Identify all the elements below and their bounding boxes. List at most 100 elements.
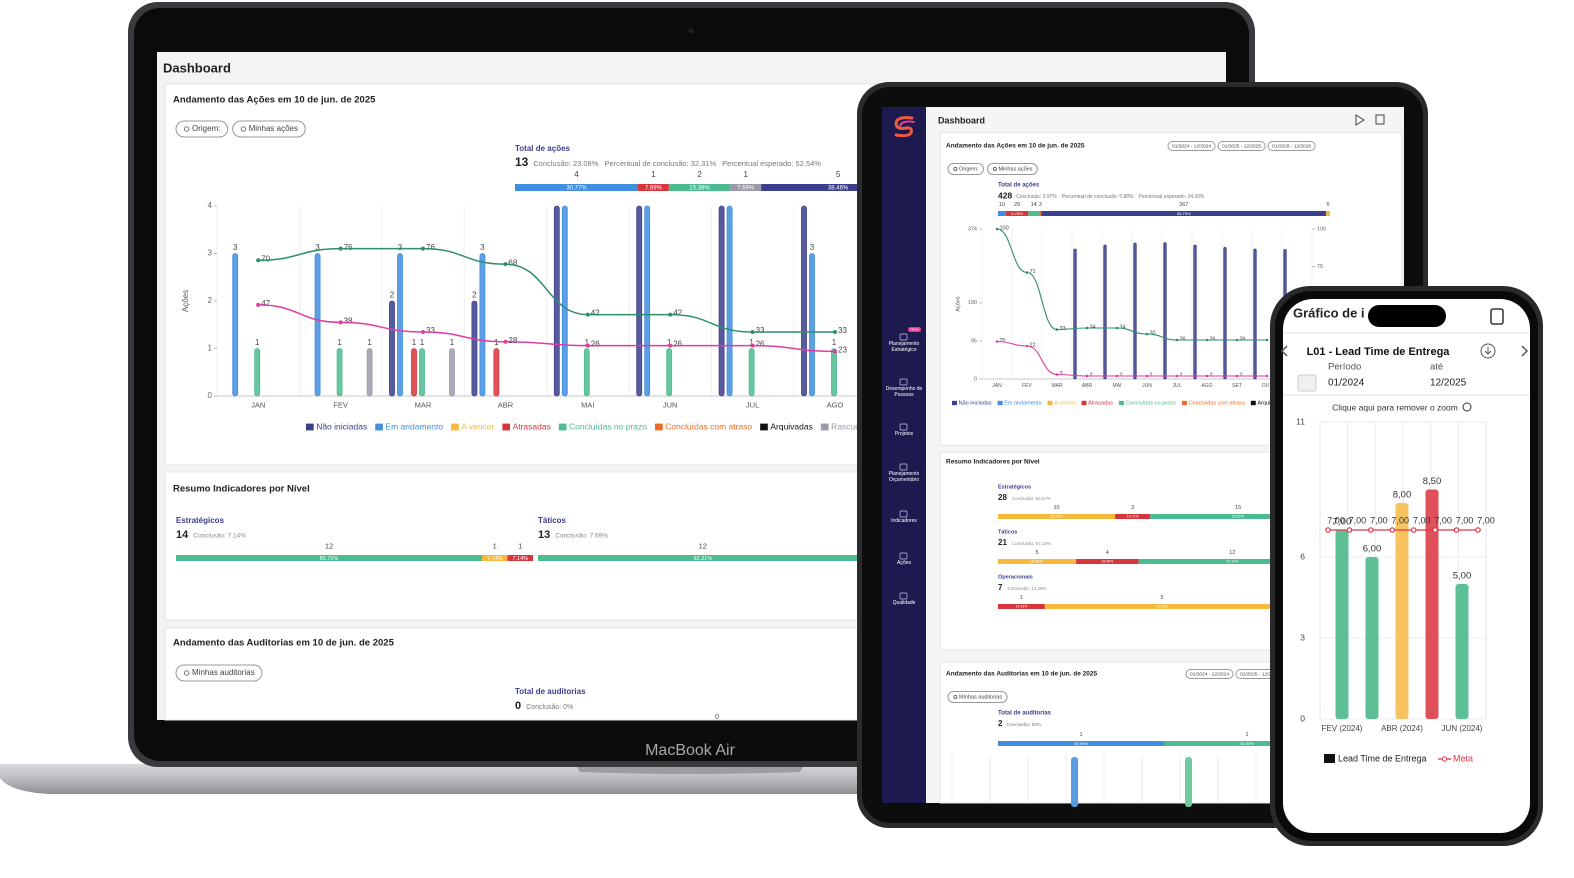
filter-chip[interactable] <box>987 163 1038 175</box>
bar <box>254 348 261 397</box>
trend-line <box>996 228 1267 341</box>
segment-label: 85.75% <box>1177 211 1191 216</box>
filter-chip[interactable] <box>232 120 306 138</box>
nav-item[interactable]: Ações <box>897 560 911 566</box>
x-tick-label: FEV <box>1022 383 1032 389</box>
nav-item[interactable]: Indicadores <box>891 518 917 524</box>
bar <box>1193 244 1197 380</box>
segment-count: 1 <box>1020 595 1023 601</box>
progress-segment <box>482 555 508 561</box>
point-label: 33 <box>426 326 435 335</box>
segment-count: 29 <box>1014 202 1020 208</box>
nav-item[interactable]: Qualidade <box>892 600 916 606</box>
segment-label: 7.14% <box>487 556 503 562</box>
bar <box>1395 503 1409 719</box>
field-value: 01/2024 <box>1328 378 1365 389</box>
segment-count: 5 <box>1160 595 1163 601</box>
nav-item-box: Projetos <box>894 431 914 437</box>
total-value: 13 <box>515 155 529 169</box>
save-icon[interactable] <box>1490 308 1504 325</box>
progress-segment <box>998 741 1164 746</box>
nav-item[interactable]: Planejamento Orçamentário <box>888 471 920 483</box>
total-label: Total de auditorias <box>515 687 586 696</box>
meta-point <box>1453 527 1460 533</box>
bar <box>636 205 643 397</box>
point-label: 42 <box>591 309 600 318</box>
zoom-icon[interactable] <box>1462 402 1472 412</box>
filter-chip[interactable] <box>175 664 263 682</box>
bar <box>419 348 425 397</box>
bar-label: 1 <box>420 338 425 347</box>
y-tick-label: 0 <box>208 391 213 400</box>
progress-segment <box>1326 211 1330 216</box>
nav-item[interactable]: Desempenho de Pessoas <box>885 386 923 398</box>
legend-label: Em andamento <box>1004 400 1041 406</box>
point-label: 76 <box>344 243 353 252</box>
meta-point <box>1389 527 1396 533</box>
next-arrow[interactable] <box>1521 345 1529 357</box>
completion: Conclusão: 50% <box>1006 722 1042 728</box>
prev-arrow[interactable] <box>1280 345 1288 357</box>
meta-point <box>1475 527 1481 533</box>
filter-chip[interactable] <box>1185 669 1234 679</box>
point-label: 34 <box>1120 324 1126 330</box>
legend-label: Concluídas com atraso <box>1189 400 1245 406</box>
filter-chip[interactable] <box>1217 141 1266 151</box>
legend-swatch <box>502 423 511 431</box>
play-icon[interactable] <box>1355 114 1365 126</box>
nav-item[interactable]: Planejamento Estratégico <box>888 341 920 353</box>
bar <box>314 253 321 397</box>
card-title: Resumo Indicadores por Nível <box>946 459 1040 466</box>
y-tick-label: 95 <box>971 338 977 344</box>
bar <box>449 348 455 397</box>
meta-point <box>1410 527 1417 533</box>
download-icon[interactable] <box>1480 343 1496 359</box>
nav-item[interactable]: Projetos <box>894 431 914 437</box>
progress-segment <box>998 604 1045 609</box>
phone-content: Gráfico de i L01 - Lead Time de Entrega Pe… <box>1293 305 1495 763</box>
x-tick-label: OUT <box>1262 383 1273 389</box>
segment-count: 10 <box>1054 505 1060 511</box>
legend-swatch <box>760 423 768 431</box>
legend-swatch <box>1441 756 1448 762</box>
trend-line <box>258 247 835 333</box>
export-icon[interactable] <box>1375 114 1385 125</box>
logo <box>899 120 915 127</box>
legend-swatch <box>1250 400 1256 406</box>
stat: Conclusão: 23.08% <box>533 159 598 168</box>
filter-chip[interactable] <box>1267 141 1316 151</box>
bar <box>831 348 837 397</box>
filter-chip[interactable] <box>175 120 229 138</box>
bar <box>397 253 403 397</box>
bar-label: 1 <box>667 338 672 347</box>
segment-count: 10 <box>999 202 1005 208</box>
nav-icon <box>899 552 908 560</box>
meta-label: 7,00 <box>1349 515 1367 525</box>
legend-swatch <box>1081 400 1087 406</box>
segment-label: 30.77% <box>566 185 587 191</box>
bar <box>1103 244 1107 380</box>
meta-point <box>1432 527 1438 533</box>
segment-label: 7.14% <box>512 556 528 562</box>
legend-label: Atrasadas <box>513 421 551 431</box>
legend-swatch <box>655 423 663 431</box>
filter-chip[interactable] <box>947 691 1008 703</box>
pdf-button[interactable] <box>1297 374 1317 392</box>
bar-label: 1 <box>585 338 590 347</box>
filter-chip[interactable] <box>947 163 985 175</box>
legend-swatch <box>1047 400 1053 406</box>
legend-swatch <box>1181 400 1187 406</box>
progress-segment <box>1138 559 1326 564</box>
point-label: 68 <box>508 258 517 267</box>
meta-label: 7,00 <box>1327 515 1345 525</box>
stat: Percentual de conclusão: 5.88% <box>1062 194 1134 200</box>
legend-swatch <box>451 423 459 431</box>
x-tick-label: FEV <box>333 401 348 410</box>
nav-item-box: Indicadores <box>891 518 917 524</box>
progress-segment <box>1150 514 1326 519</box>
completion: Conclusão: 0% <box>526 704 573 711</box>
bar-label: 1 <box>412 338 417 347</box>
filter-chip[interactable] <box>1167 141 1216 151</box>
card-title: Andamento das Auditorias em 10 de jun. d… <box>173 638 395 649</box>
progress-segment <box>538 555 868 561</box>
